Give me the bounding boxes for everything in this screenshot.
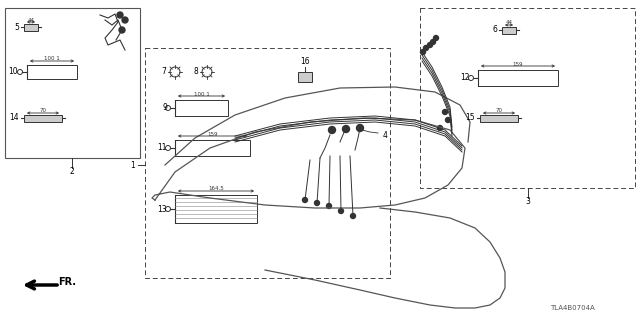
- Text: 159: 159: [207, 132, 218, 137]
- Bar: [175, 140, 250, 156]
- Text: 6: 6: [492, 26, 497, 35]
- Text: 159: 159: [513, 61, 524, 67]
- Bar: [27, 65, 77, 79]
- Circle shape: [438, 125, 442, 131]
- Bar: [24, 115, 62, 122]
- Circle shape: [122, 17, 128, 23]
- Circle shape: [428, 43, 433, 47]
- Circle shape: [119, 27, 125, 33]
- Circle shape: [431, 39, 435, 44]
- Circle shape: [303, 197, 307, 203]
- Text: 44: 44: [28, 18, 35, 22]
- Text: FR.: FR.: [58, 277, 76, 287]
- Text: 70: 70: [40, 108, 47, 114]
- Text: 15: 15: [465, 114, 475, 123]
- Text: 3: 3: [525, 197, 531, 206]
- Text: 100 1: 100 1: [194, 92, 209, 97]
- Bar: [298, 72, 312, 82]
- Bar: [145, 48, 390, 278]
- Bar: [175, 195, 257, 223]
- Circle shape: [420, 50, 426, 54]
- Circle shape: [117, 12, 123, 18]
- Text: 5: 5: [14, 22, 19, 31]
- Text: 70: 70: [495, 108, 502, 114]
- Text: 100 1: 100 1: [44, 57, 60, 61]
- Circle shape: [314, 201, 319, 205]
- Text: 9: 9: [162, 103, 167, 113]
- Circle shape: [445, 117, 451, 123]
- Bar: [480, 115, 518, 122]
- Text: 44: 44: [506, 20, 513, 26]
- Bar: [5, 8, 140, 158]
- Text: 1: 1: [131, 161, 135, 170]
- Bar: [502, 27, 516, 34]
- Circle shape: [351, 213, 355, 219]
- Text: 16: 16: [300, 58, 310, 67]
- Circle shape: [339, 209, 344, 213]
- Bar: [478, 70, 558, 86]
- Text: 10: 10: [8, 68, 18, 76]
- Text: 13: 13: [157, 204, 167, 213]
- Text: 164.5: 164.5: [208, 187, 224, 191]
- Circle shape: [356, 124, 364, 132]
- Bar: [24, 23, 38, 30]
- Bar: [420, 8, 635, 188]
- Text: 7: 7: [161, 68, 166, 76]
- Circle shape: [424, 45, 429, 51]
- Text: 11: 11: [157, 143, 167, 153]
- Circle shape: [326, 204, 332, 209]
- Text: 4: 4: [383, 131, 387, 140]
- Text: 14: 14: [10, 114, 19, 123]
- Circle shape: [442, 109, 447, 115]
- Text: TLA4B0704A: TLA4B0704A: [550, 305, 595, 311]
- Bar: [175, 100, 228, 116]
- Circle shape: [342, 125, 349, 132]
- Circle shape: [328, 126, 335, 133]
- Text: 12: 12: [461, 74, 470, 83]
- Circle shape: [433, 36, 438, 41]
- Text: 2: 2: [70, 167, 74, 177]
- Text: 8: 8: [193, 68, 198, 76]
